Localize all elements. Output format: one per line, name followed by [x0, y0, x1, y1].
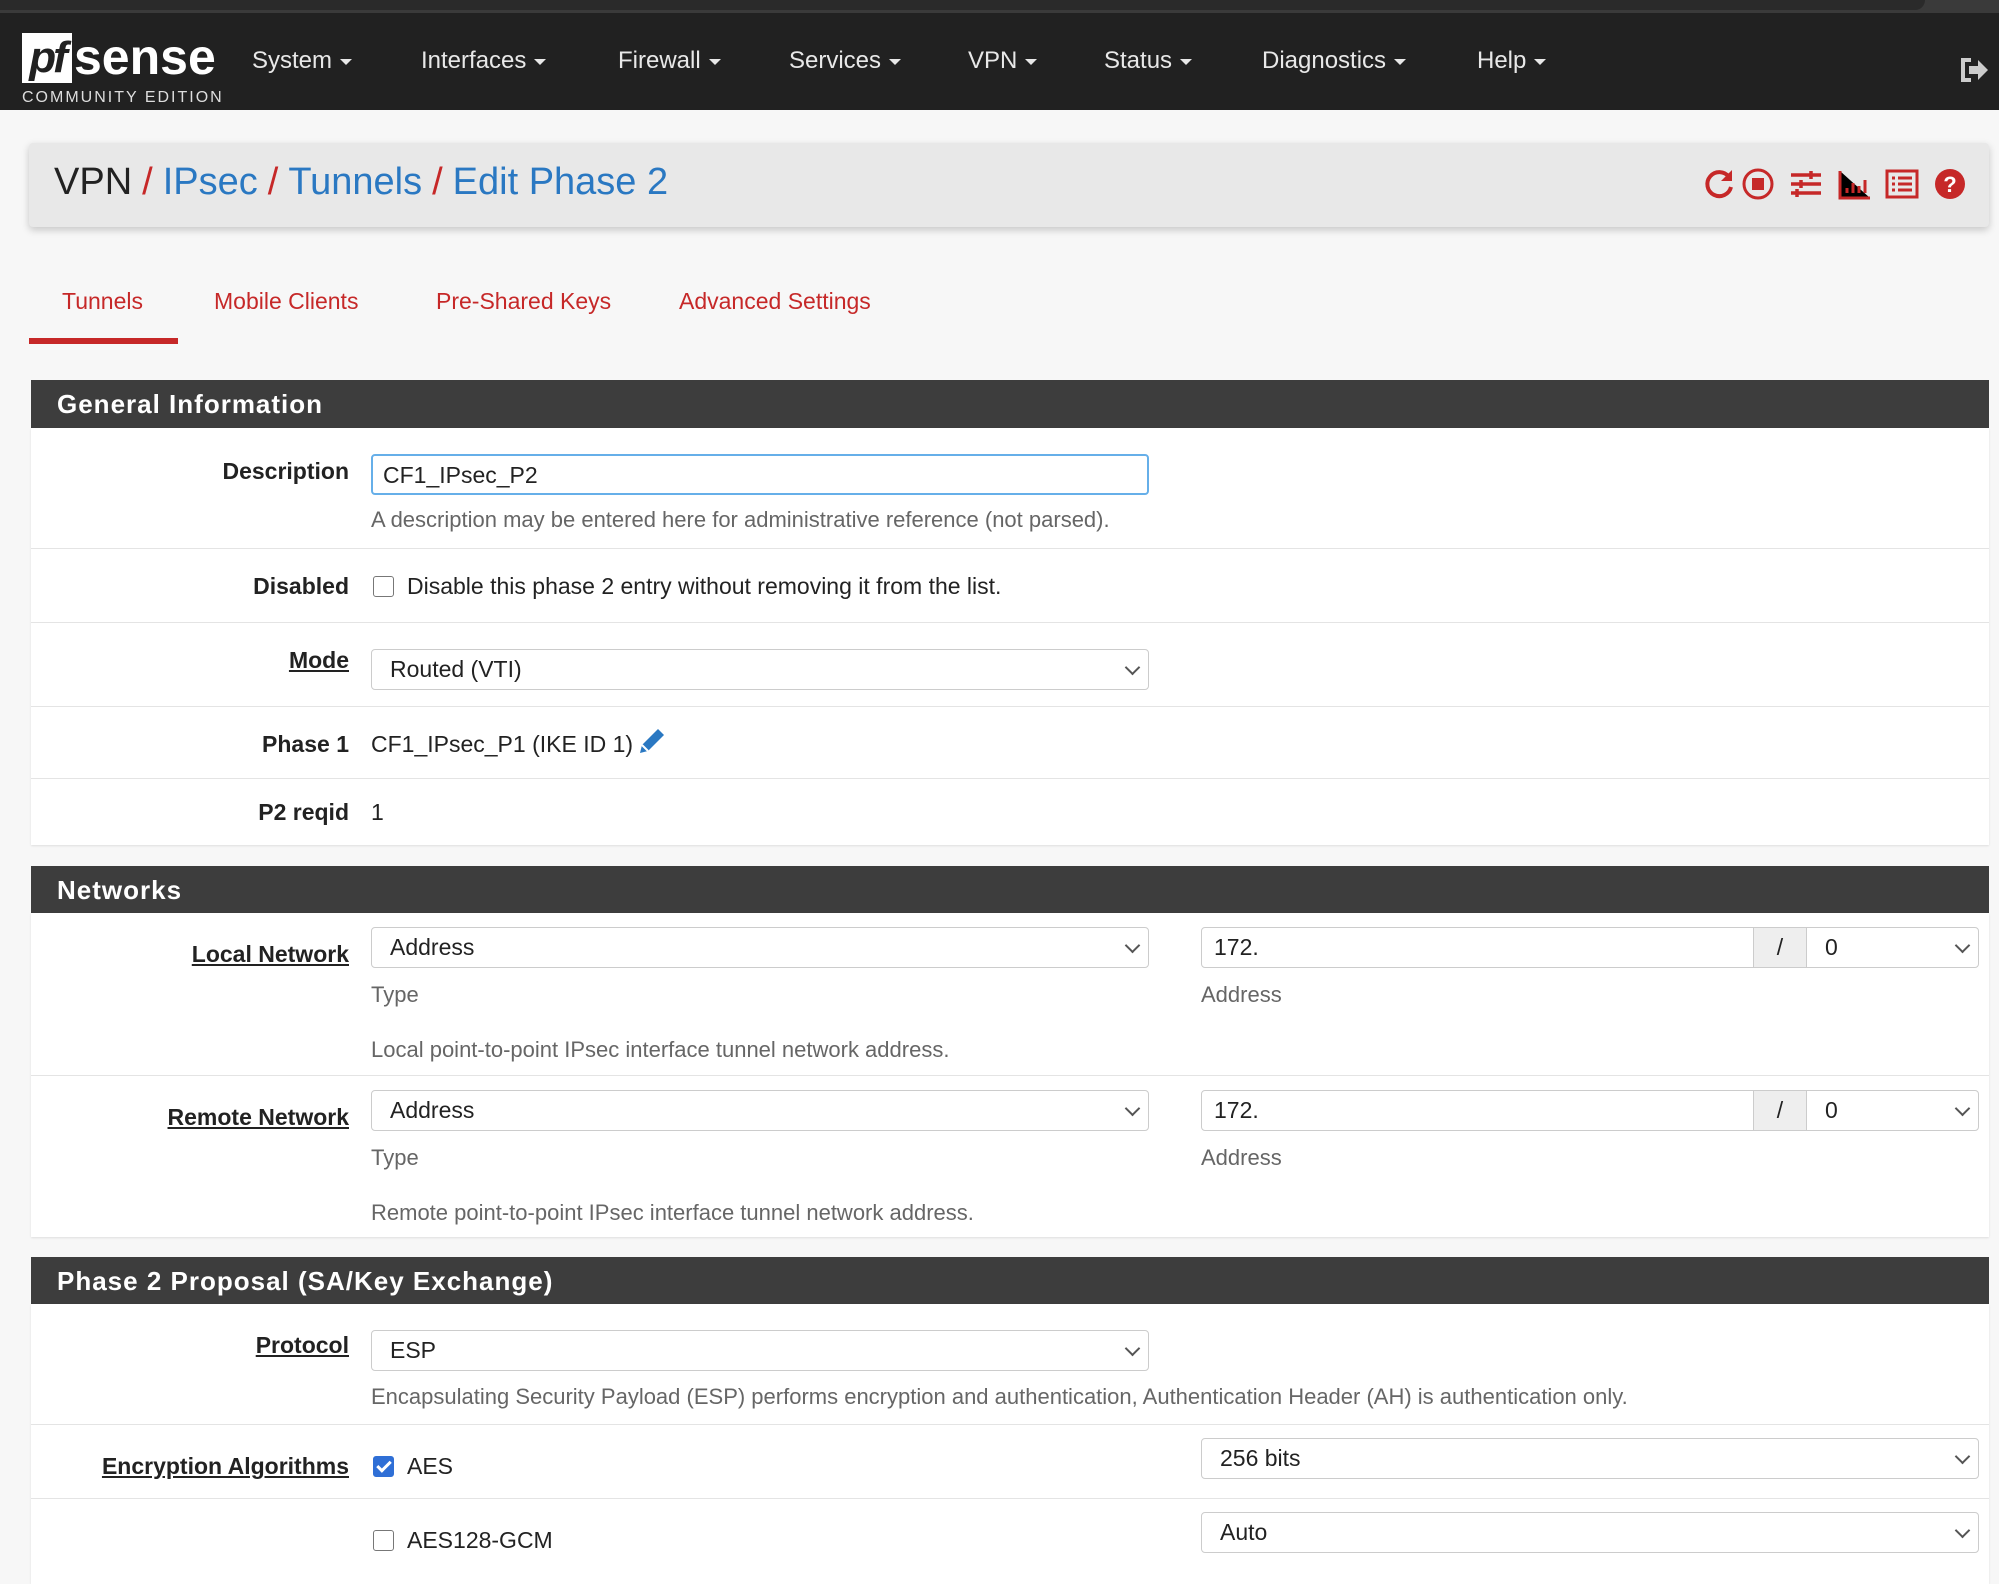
phase1-label: Phase 1 [262, 731, 349, 757]
phase1-row: Phase 1 CF1_IPsec_P1 (IKE ID 1) [31, 706, 1989, 778]
phase1-value: CF1_IPsec_P1 (IKE ID 1) [371, 731, 634, 757]
aes-label: AES [407, 1453, 454, 1479]
caret-down-icon [889, 58, 902, 65]
breadcrumb-ipsec[interactable]: IPsec [162, 161, 258, 203]
browser-strip [0, 0, 1999, 13]
local-network-label[interactable]: Local Network [191, 941, 349, 967]
remote-network-help: Remote point-to-point IPsec interface tu… [371, 1200, 974, 1225]
remote-type-caption: Type [371, 1145, 419, 1170]
local-network-help: Local point-to-point IPsec interface tun… [371, 1037, 950, 1062]
local-mask-select[interactable]: 0 [1806, 927, 1979, 968]
aes128gcm-checkbox[interactable] [373, 1530, 394, 1551]
top-navbar: pf sense COMMUNITY EDITION System Interfa… [0, 13, 1999, 110]
encryption-row-aes: Encryption Algorithms AES 256 bits [31, 1424, 1989, 1498]
remote-mask-select[interactable]: 0 [1806, 1090, 1979, 1131]
caret-down-icon [1025, 58, 1038, 65]
nav-interfaces[interactable]: Interfaces [421, 47, 547, 75]
networks-panel: Local Network Address Type 172. / 0 Addr… [31, 913, 1989, 1237]
tab-advanced-settings[interactable]: Advanced Settings [679, 288, 871, 314]
caret-down-icon [340, 58, 353, 65]
mode-row: Mode Routed (VTI) [31, 622, 1989, 706]
logo-subtitle: COMMUNITY EDITION [22, 89, 224, 106]
aes-checkbox[interactable] [373, 1456, 394, 1477]
protocol-label[interactable]: Protocol [255, 1332, 349, 1358]
log-list-icon[interactable] [1885, 167, 1919, 201]
caret-down-icon [708, 58, 721, 65]
encryption-row-aes128gcm: AES128-GCM Auto [31, 1498, 1989, 1584]
nav-status[interactable]: Status [1104, 47, 1193, 75]
protocol-select[interactable]: ESP [371, 1330, 1149, 1371]
nav-diagnostics[interactable]: Diagnostics [1262, 47, 1407, 75]
tab-tunnels[interactable]: Tunnels [62, 288, 143, 314]
description-input[interactable]: CF1_IPsec_P2 [371, 454, 1149, 495]
breadcrumb-separator: / [432, 161, 443, 203]
aes128gcm-label: AES128-GCM [407, 1527, 553, 1553]
mode-label[interactable]: Mode [288, 647, 349, 673]
breadcrumb-edit-phase2[interactable]: Edit Phase 2 [452, 161, 669, 203]
description-label: Description [222, 458, 349, 484]
description-row: Description CF1_IPsec_P2 A description m… [31, 428, 1989, 548]
breadcrumb-separator: / [142, 161, 153, 203]
caret-down-icon [534, 58, 547, 65]
restart-icon[interactable] [1703, 167, 1737, 201]
edit-pencil-icon[interactable] [636, 725, 668, 757]
local-network-row: Local Network Address Type 172. / 0 Addr… [31, 913, 1989, 1075]
remote-address-input[interactable]: 172. [1201, 1090, 1754, 1131]
remote-address-caption: Address [1201, 1145, 1282, 1170]
remote-network-row: Remote Network Address Type 172. / 0 Add… [31, 1075, 1989, 1237]
help-icon[interactable]: ? [1933, 167, 1967, 201]
remote-slash-addon: / [1753, 1090, 1807, 1131]
local-type-select[interactable]: Address [371, 927, 1149, 968]
reqid-row: P2 reqid 1 [31, 778, 1989, 845]
svg-text:?: ? [1943, 172, 1956, 197]
section-phase2-proposal: Phase 2 Proposal (SA/Key Exchange) [31, 1257, 1989, 1305]
nav-system[interactable]: System [252, 47, 353, 75]
caret-down-icon [1180, 58, 1193, 65]
local-address-caption: Address [1201, 982, 1282, 1007]
tab-mobile-clients[interactable]: Mobile Clients [214, 288, 359, 314]
logout-icon[interactable] [1959, 57, 1989, 83]
section-general-information: General Information [31, 380, 1989, 428]
nav-vpn[interactable]: VPN [968, 47, 1038, 75]
caret-down-icon [1534, 58, 1547, 65]
tab-pre-shared-keys[interactable]: Pre-Shared Keys [436, 288, 612, 314]
local-slash-addon: / [1753, 927, 1807, 968]
protocol-help: Encapsulating Security Payload (ESP) per… [371, 1384, 1628, 1409]
proposal-panel: Protocol ESP Encapsulating Security Payl… [31, 1304, 1989, 1584]
aes-keylen-select[interactable]: 256 bits [1201, 1438, 1979, 1479]
encryption-algorithms-label[interactable]: Encryption Algorithms [101, 1453, 349, 1479]
settings-sliders-icon[interactable] [1789, 167, 1823, 201]
reqid-label: P2 reqid [258, 799, 349, 825]
disabled-text: Disable this phase 2 entry without remov… [407, 573, 1002, 599]
remote-type-select[interactable]: Address [371, 1090, 1149, 1131]
breadcrumb-separator: / [267, 161, 279, 203]
remote-network-label[interactable]: Remote Network [167, 1104, 349, 1130]
breadcrumb-tunnels[interactable]: Tunnels [288, 161, 423, 203]
stop-icon[interactable] [1741, 167, 1775, 201]
nav-services[interactable]: Services [789, 47, 902, 75]
breadcrumb: VPN / IPsec / Tunnels / Edit Phase 2 [54, 161, 668, 204]
breadcrumb-vpn: VPN [54, 161, 133, 203]
general-panel: Description CF1_IPsec_P2 A description m… [31, 428, 1989, 845]
disabled-checkbox[interactable] [373, 576, 394, 597]
aes128gcm-keylen-select[interactable]: Auto [1201, 1512, 1979, 1553]
local-address-input[interactable]: 172. [1201, 927, 1754, 968]
disabled-row: Disabled Disable this phase 2 entry with… [31, 548, 1989, 622]
breadcrumb-bar: VPN / IPsec / Tunnels / Edit Phase 2 ? [29, 143, 1989, 227]
chart-icon[interactable] [1837, 167, 1871, 201]
caret-down-icon [1394, 58, 1407, 65]
active-tab-indicator [29, 338, 178, 344]
protocol-row: Protocol ESP Encapsulating Security Payl… [31, 1304, 1989, 1424]
disabled-label: Disabled [253, 573, 349, 599]
mode-select[interactable]: Routed (VTI) [371, 649, 1149, 690]
local-type-caption: Type [371, 982, 419, 1007]
nav-help[interactable]: Help [1477, 47, 1547, 75]
section-networks: Networks [31, 866, 1989, 914]
reqid-value: 1 [371, 799, 384, 825]
nav-firewall[interactable]: Firewall [618, 47, 721, 75]
description-help: A description may be entered here for ad… [371, 507, 1110, 532]
